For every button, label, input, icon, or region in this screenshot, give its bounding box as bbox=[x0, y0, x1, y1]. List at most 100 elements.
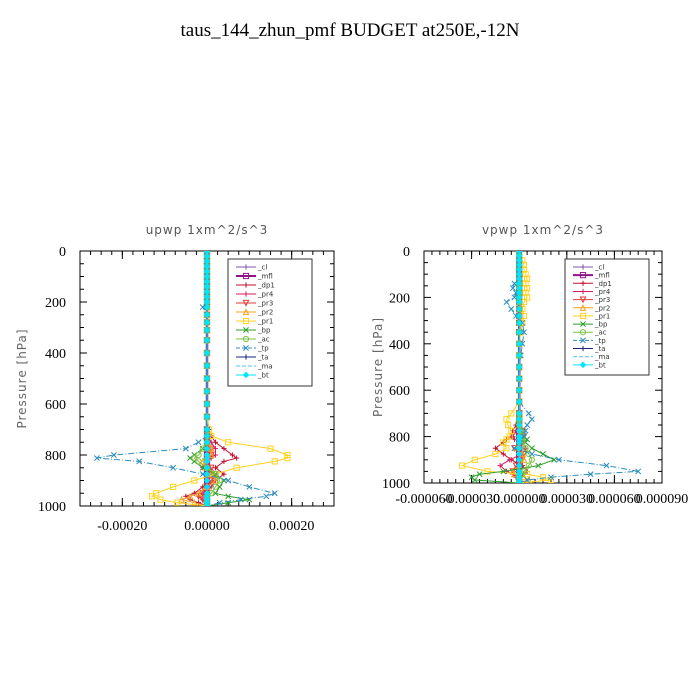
data-point-pr1 bbox=[492, 450, 499, 458]
data-point-bt bbox=[203, 336, 211, 344]
legend-marker bbox=[242, 299, 250, 307]
data-point-bt bbox=[203, 438, 211, 446]
data-point-bt bbox=[515, 298, 523, 306]
legend-marker bbox=[242, 317, 250, 325]
y-tick-label: 600 bbox=[45, 398, 66, 413]
data-point-tp bbox=[516, 251, 523, 254]
data-point-tp bbox=[204, 251, 210, 254]
data-point-pr4 bbox=[212, 446, 219, 452]
y-tick-label: 1000 bbox=[38, 500, 66, 515]
data-point-dp1 bbox=[500, 451, 506, 457]
legend-marker bbox=[579, 296, 587, 304]
data-point-dp1 bbox=[234, 455, 240, 461]
data-point-dp1 bbox=[221, 458, 227, 464]
data-point-pr1 bbox=[508, 427, 515, 434]
legend-marker bbox=[580, 264, 586, 270]
legend-label: _ta bbox=[257, 354, 269, 362]
y-tick-label: 400 bbox=[389, 338, 410, 353]
data-point-pr1 bbox=[524, 294, 531, 301]
y-tick-label: 800 bbox=[45, 449, 66, 464]
legend-label: _cl bbox=[257, 264, 267, 272]
data-point-tp bbox=[509, 285, 516, 292]
data-point-ac bbox=[195, 458, 202, 465]
legend-marker bbox=[579, 329, 587, 336]
data-point-ac bbox=[191, 454, 198, 462]
y-tick-label: 200 bbox=[389, 291, 410, 306]
data-point-bt bbox=[515, 305, 523, 313]
x-tick-label: 0.000090 bbox=[636, 492, 689, 507]
legend-label: _ac bbox=[257, 336, 270, 344]
legend-marker bbox=[579, 361, 587, 369]
data-point-bp bbox=[225, 493, 232, 500]
legend-label: _tp bbox=[594, 337, 606, 345]
legend-marker bbox=[579, 312, 587, 320]
chart-panel-1: upwp 1xm^2/s^3 Pressure [hPa] 0 200 400 600 80… bbox=[15, 223, 335, 534]
legend-marker bbox=[579, 304, 587, 311]
legend-label: _pr1 bbox=[594, 312, 610, 320]
data-point-tp bbox=[237, 496, 244, 503]
data-point-ac bbox=[522, 445, 529, 452]
legend-label: _mfl bbox=[594, 272, 610, 280]
legend-label: _pr2 bbox=[257, 309, 273, 317]
series-line-pr1 bbox=[460, 251, 552, 483]
x-tick-label: 0.000060 bbox=[588, 492, 641, 507]
data-point-tp bbox=[547, 474, 554, 481]
data-point-tp bbox=[271, 490, 278, 497]
data-point-bt bbox=[515, 386, 523, 394]
legend-label: _ma bbox=[257, 363, 273, 371]
legend-box bbox=[564, 258, 650, 376]
data-point-bt bbox=[203, 445, 211, 452]
x-tick-label: -0.000030 bbox=[443, 492, 500, 507]
data-point-pr1 bbox=[522, 280, 529, 287]
data-point-bt bbox=[515, 340, 523, 348]
y-tick-label: 0 bbox=[59, 245, 66, 260]
data-point-bp bbox=[476, 471, 483, 478]
data-point-bp bbox=[551, 456, 558, 463]
data-point-bp bbox=[471, 477, 478, 483]
data-point-bt bbox=[515, 363, 523, 371]
data-point-tp bbox=[603, 462, 610, 469]
data-point-pr2 bbox=[195, 489, 202, 497]
legend-marker bbox=[580, 345, 586, 352]
data-point-bt bbox=[203, 502, 211, 506]
data-point-tp bbox=[204, 503, 210, 506]
data-point-bt bbox=[203, 477, 211, 484]
data-point-pr1 bbox=[174, 499, 181, 506]
data-point-tp bbox=[225, 477, 232, 484]
data-point-bt bbox=[515, 352, 523, 359]
legend-label: _pr4 bbox=[594, 288, 611, 296]
legend-label: _pr3 bbox=[594, 296, 610, 304]
data-point-pr1 bbox=[504, 421, 512, 429]
data-point-dp1 bbox=[221, 471, 227, 477]
data-point-pr1 bbox=[500, 439, 507, 446]
data-point-bt bbox=[203, 349, 211, 357]
data-point-pr4 bbox=[497, 463, 503, 469]
data-point-bt bbox=[203, 326, 211, 334]
data-point-dp1 bbox=[229, 452, 235, 458]
data-point-bt bbox=[203, 303, 211, 311]
data-point-pr1 bbox=[508, 410, 515, 417]
data-point-tp bbox=[263, 493, 270, 500]
data-point-pr1 bbox=[539, 474, 547, 481]
data-point-bt bbox=[515, 375, 523, 382]
data-point-dp1 bbox=[492, 445, 498, 451]
data-point-pr2 bbox=[186, 492, 194, 500]
legend-marker bbox=[243, 264, 249, 270]
legend-marker bbox=[242, 308, 250, 316]
data-point-pr2 bbox=[520, 456, 528, 463]
data-point-bt bbox=[203, 458, 211, 465]
data-point-tp bbox=[246, 483, 253, 490]
data-point-pr2 bbox=[190, 498, 198, 506]
data-point-bp bbox=[528, 445, 535, 452]
data-point-pr2 bbox=[511, 470, 518, 478]
data-point-pr1 bbox=[524, 285, 531, 292]
legend-marker bbox=[580, 321, 586, 328]
panel-title: upwp 1xm^2/s^3 bbox=[146, 223, 269, 237]
legend-marker bbox=[243, 345, 249, 351]
data-point-bt bbox=[203, 413, 211, 421]
legend-box bbox=[227, 258, 313, 387]
data-point-pr1 bbox=[471, 456, 478, 463]
legend-label: _pr4 bbox=[257, 291, 274, 299]
data-point-tp bbox=[136, 458, 143, 465]
data-point-tp bbox=[110, 452, 117, 458]
